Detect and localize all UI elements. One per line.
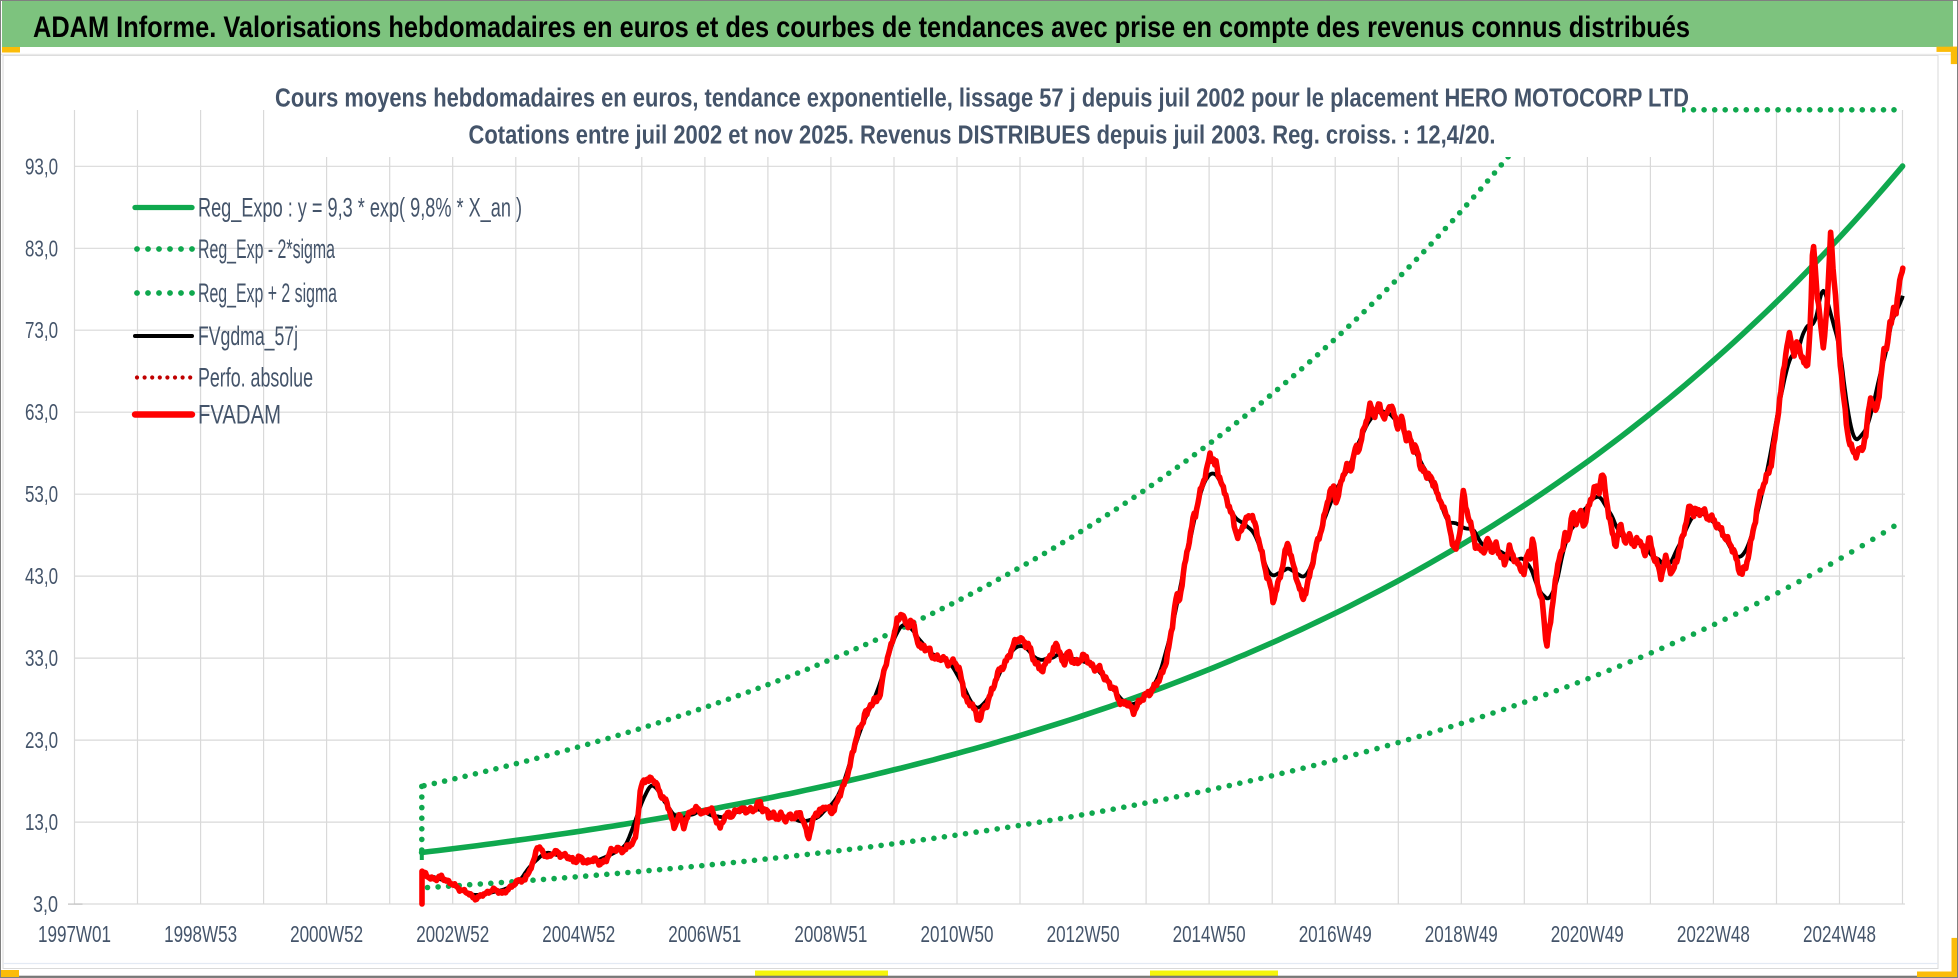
svg-text:2024W48: 2024W48 [1803,921,1876,947]
svg-text:FVgdma_57j: FVgdma_57j [198,321,298,351]
svg-text:2002W52: 2002W52 [416,921,489,947]
svg-text:63,0: 63,0 [25,399,58,425]
svg-text:53,0: 53,0 [25,481,58,507]
svg-text:2004W52: 2004W52 [542,921,615,947]
svg-text:23,0: 23,0 [25,727,58,753]
svg-text:2020W49: 2020W49 [1551,921,1624,947]
svg-text:2018W49: 2018W49 [1425,921,1498,947]
svg-text:Reg_Exp + 2 sigma: Reg_Exp + 2 sigma [198,278,338,308]
svg-text:Reg_Exp - 2*sigma: Reg_Exp - 2*sigma [198,234,336,264]
svg-text:43,0: 43,0 [25,563,58,589]
svg-text:33,0: 33,0 [25,645,58,671]
svg-text:Cours moyens hebdomadaires en: Cours moyens hebdomadaires en euros, ten… [275,85,1689,113]
svg-text:2016W49: 2016W49 [1299,921,1372,947]
svg-text:93,0: 93,0 [25,153,58,179]
svg-text:ADAM Informe. Valorisations he: ADAM Informe. Valorisations hebdomadaire… [33,11,1690,44]
svg-text:2006W51: 2006W51 [668,921,741,947]
svg-text:2010W50: 2010W50 [921,921,994,947]
svg-text:2000W52: 2000W52 [290,921,363,947]
svg-text:FVADAM: FVADAM [198,400,281,430]
svg-text:2014W50: 2014W50 [1173,921,1246,947]
svg-text:1997W01: 1997W01 [38,921,111,947]
svg-text:83,0: 83,0 [25,235,58,261]
svg-text:Cotations entre juil 2002 et n: Cotations entre juil 2002 et nov 2025. R… [469,122,1496,150]
svg-text:Perfo. absolue: Perfo. absolue [198,363,313,393]
svg-text:2012W50: 2012W50 [1047,921,1120,947]
svg-text:2022W48: 2022W48 [1677,921,1750,947]
svg-text:3,0: 3,0 [33,891,58,917]
svg-text:13,0: 13,0 [25,809,58,835]
svg-text:Reg_Expo : y = 9,3 * exp( 9,8%: Reg_Expo : y = 9,3 * exp( 9,8% * X_an ) [198,193,522,223]
svg-text:1998W53: 1998W53 [164,921,237,947]
svg-text:73,0: 73,0 [25,317,58,343]
svg-text:2008W51: 2008W51 [794,921,867,947]
